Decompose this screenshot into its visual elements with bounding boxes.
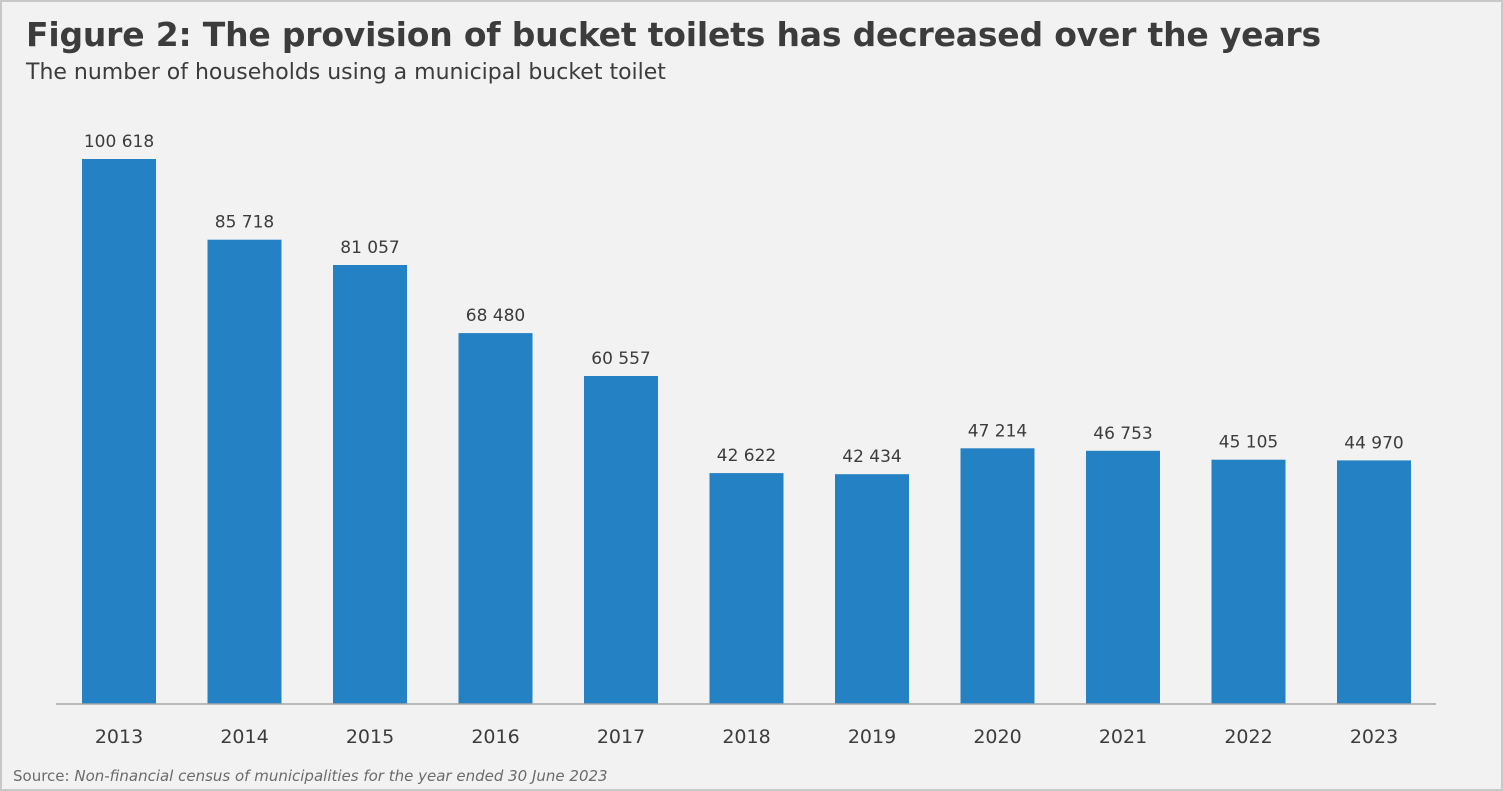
x-tick-label-2021: 2021 [1099,726,1147,748]
source-note: Source: Non-financial census of municipa… [13,767,608,785]
x-tick-label-2017: 2017 [597,726,645,748]
value-label-2022: 45 105 [1219,433,1278,453]
x-tick-label-2014: 2014 [220,726,268,748]
value-label-2019: 42 434 [842,447,901,467]
chart-subtitle: The number of households using a municip… [26,60,666,85]
x-tick-label-2022: 2022 [1224,726,1272,748]
bar-2015 [333,265,407,704]
bar-2014 [207,239,282,704]
x-tick-label-2020: 2020 [973,726,1021,748]
bar-2017 [584,376,658,704]
value-label-2020: 47 214 [968,421,1027,441]
value-label-2016: 68 480 [466,306,525,326]
value-labels-group: 100 618 85 718 81 057 68 480 60 557 42 622 42 … [84,132,1404,467]
x-tick-labels-group: 2013 2014 2015 2016 2017 2018 2019 2020 2021 2022… [95,726,1398,748]
value-label-2014: 85 718 [215,213,274,233]
x-tick-label-2015: 2015 [346,726,394,748]
value-label-2017: 60 557 [591,349,650,369]
x-tick-label-2019: 2019 [848,726,896,748]
value-label-2018: 42 622 [717,446,776,466]
bar-2018 [709,473,784,704]
value-label-2015: 81 057 [340,238,399,258]
bar-2013 [82,159,156,704]
bar-2023 [1337,460,1411,704]
bar-2019 [835,474,909,704]
source-label: Source: [13,767,70,785]
x-tick-label-2023: 2023 [1350,726,1398,748]
chart-title: Figure 2: The provision of bucket toilet… [26,15,1321,54]
value-label-2021: 46 753 [1093,424,1152,444]
bar-chart: 100 618 85 718 81 057 68 480 60 557 42 622 42 … [56,132,1436,748]
bars-group [82,159,1411,704]
bar-2016 [458,333,533,704]
x-tick-label-2016: 2016 [471,726,519,748]
value-label-2023: 44 970 [1344,433,1403,453]
bar-2020 [960,448,1035,704]
x-tick-label-2013: 2013 [95,726,143,748]
x-tick-label-2018: 2018 [722,726,770,748]
bar-2021 [1086,450,1160,704]
source-text: Non-financial census of municipalities f… [74,767,608,785]
bar-2022 [1211,459,1286,704]
value-label-2013: 100 618 [84,132,154,152]
